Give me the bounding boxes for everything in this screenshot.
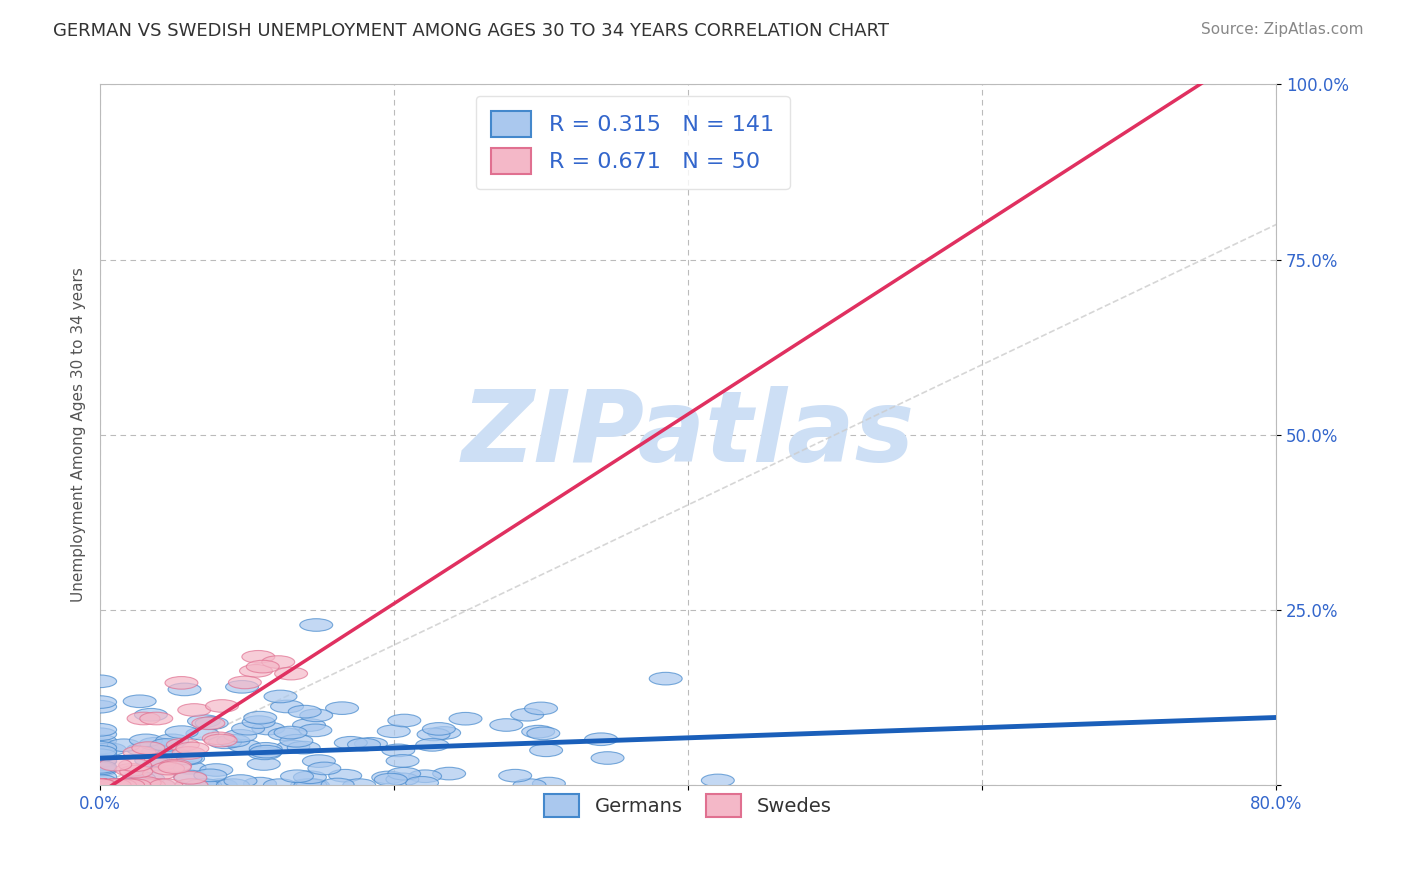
Text: Source: ZipAtlas.com: Source: ZipAtlas.com xyxy=(1201,22,1364,37)
Y-axis label: Unemployment Among Ages 30 to 34 years: Unemployment Among Ages 30 to 34 years xyxy=(72,268,86,602)
Text: GERMAN VS SWEDISH UNEMPLOYMENT AMONG AGES 30 TO 34 YEARS CORRELATION CHART: GERMAN VS SWEDISH UNEMPLOYMENT AMONG AGE… xyxy=(53,22,890,40)
Legend: Germans, Swedes: Germans, Swedes xyxy=(537,787,839,824)
Text: ZIPatlas: ZIPatlas xyxy=(461,386,915,483)
